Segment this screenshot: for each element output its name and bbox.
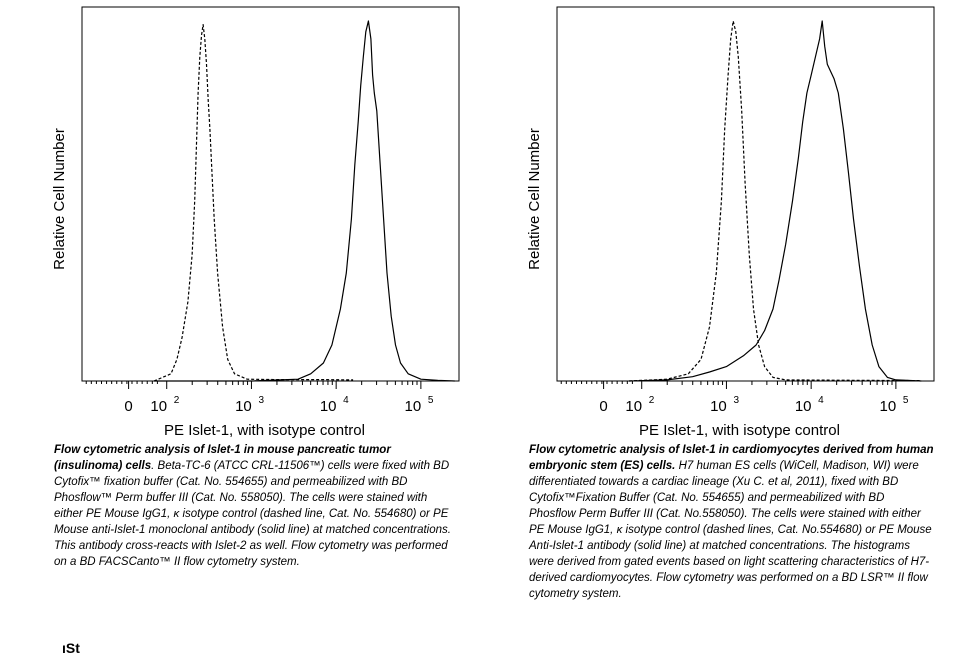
x-axis-label: PE Islet-1, with isotype control [164,422,365,439]
x-tick-label: 0 [599,398,607,415]
islet1-histogram-right [628,20,922,382]
histogram-panel-left: 0 10 2 10 3 10 4 10 5 PE Islet-1, with isotype co… [0,0,480,640]
x-axis-ticks-left [85,381,422,389]
histogram-panel-right: 0 10 2 10 3 10 4 10 5 PE Islet-1, with isotype co… [475,0,975,640]
x-tick-exponent: 5 [428,395,434,406]
x-tick-label: 10 [405,398,422,415]
islet1-histogram-left [154,20,455,382]
y-axis-label: Relative Cell Number [51,128,68,270]
x-tick-exponent: 3 [733,395,739,406]
x-tick-label: 0 [124,398,132,415]
plot-frame-left [81,6,460,382]
x-axis-label: PE Islet-1, with isotype control [639,422,840,439]
x-tick-label: 10 [795,398,812,415]
x-tick-label: 10 [150,398,167,415]
caption-right: Flow cytometric analysis of Islet-1 in c… [529,442,934,602]
x-axis-ticks-right [560,381,897,389]
isotype-control-histogram-left [153,24,354,382]
caption-left: Flow cytometric analysis of Islet-1 in m… [54,442,459,570]
x-tick-exponent: 2 [649,395,655,406]
x-tick-label: 10 [625,398,642,415]
x-tick-label: 10 [235,398,252,415]
cut-off-footer-text: ıSt [62,640,80,656]
isotype-control-histogram-right [628,20,922,382]
caption-left-bold: Flow cytometric analysis of Islet-1 in m… [54,444,391,472]
x-tick-label: 10 [320,398,337,415]
chart-right: 0 10 2 10 3 10 4 10 5 PE Islet-1, with isotype co… [526,6,935,439]
x-tick-label: 10 [880,398,897,415]
y-axis-label: Relative Cell Number [526,128,543,270]
chart-left: 0 10 2 10 3 10 4 10 5 PE Islet-1, with isotype co… [51,6,460,439]
caption-right-body: H7 human ES cells (WiCell, Madison, WI) … [529,460,932,600]
x-tick-exponent: 5 [903,395,909,406]
caption-right-bold: Flow cytometric analysis of Islet-1 in c… [529,444,934,472]
x-tick-exponent: 2 [174,395,180,406]
x-tick-label: 10 [710,398,727,415]
plot-frame-right [556,6,935,382]
caption-left-body: . Beta-TC-6 (ATCC CRL-11506™) cells were… [54,460,451,568]
x-tick-exponent: 3 [258,395,264,406]
x-tick-exponent: 4 [343,395,349,406]
x-tick-exponent: 4 [818,395,824,406]
